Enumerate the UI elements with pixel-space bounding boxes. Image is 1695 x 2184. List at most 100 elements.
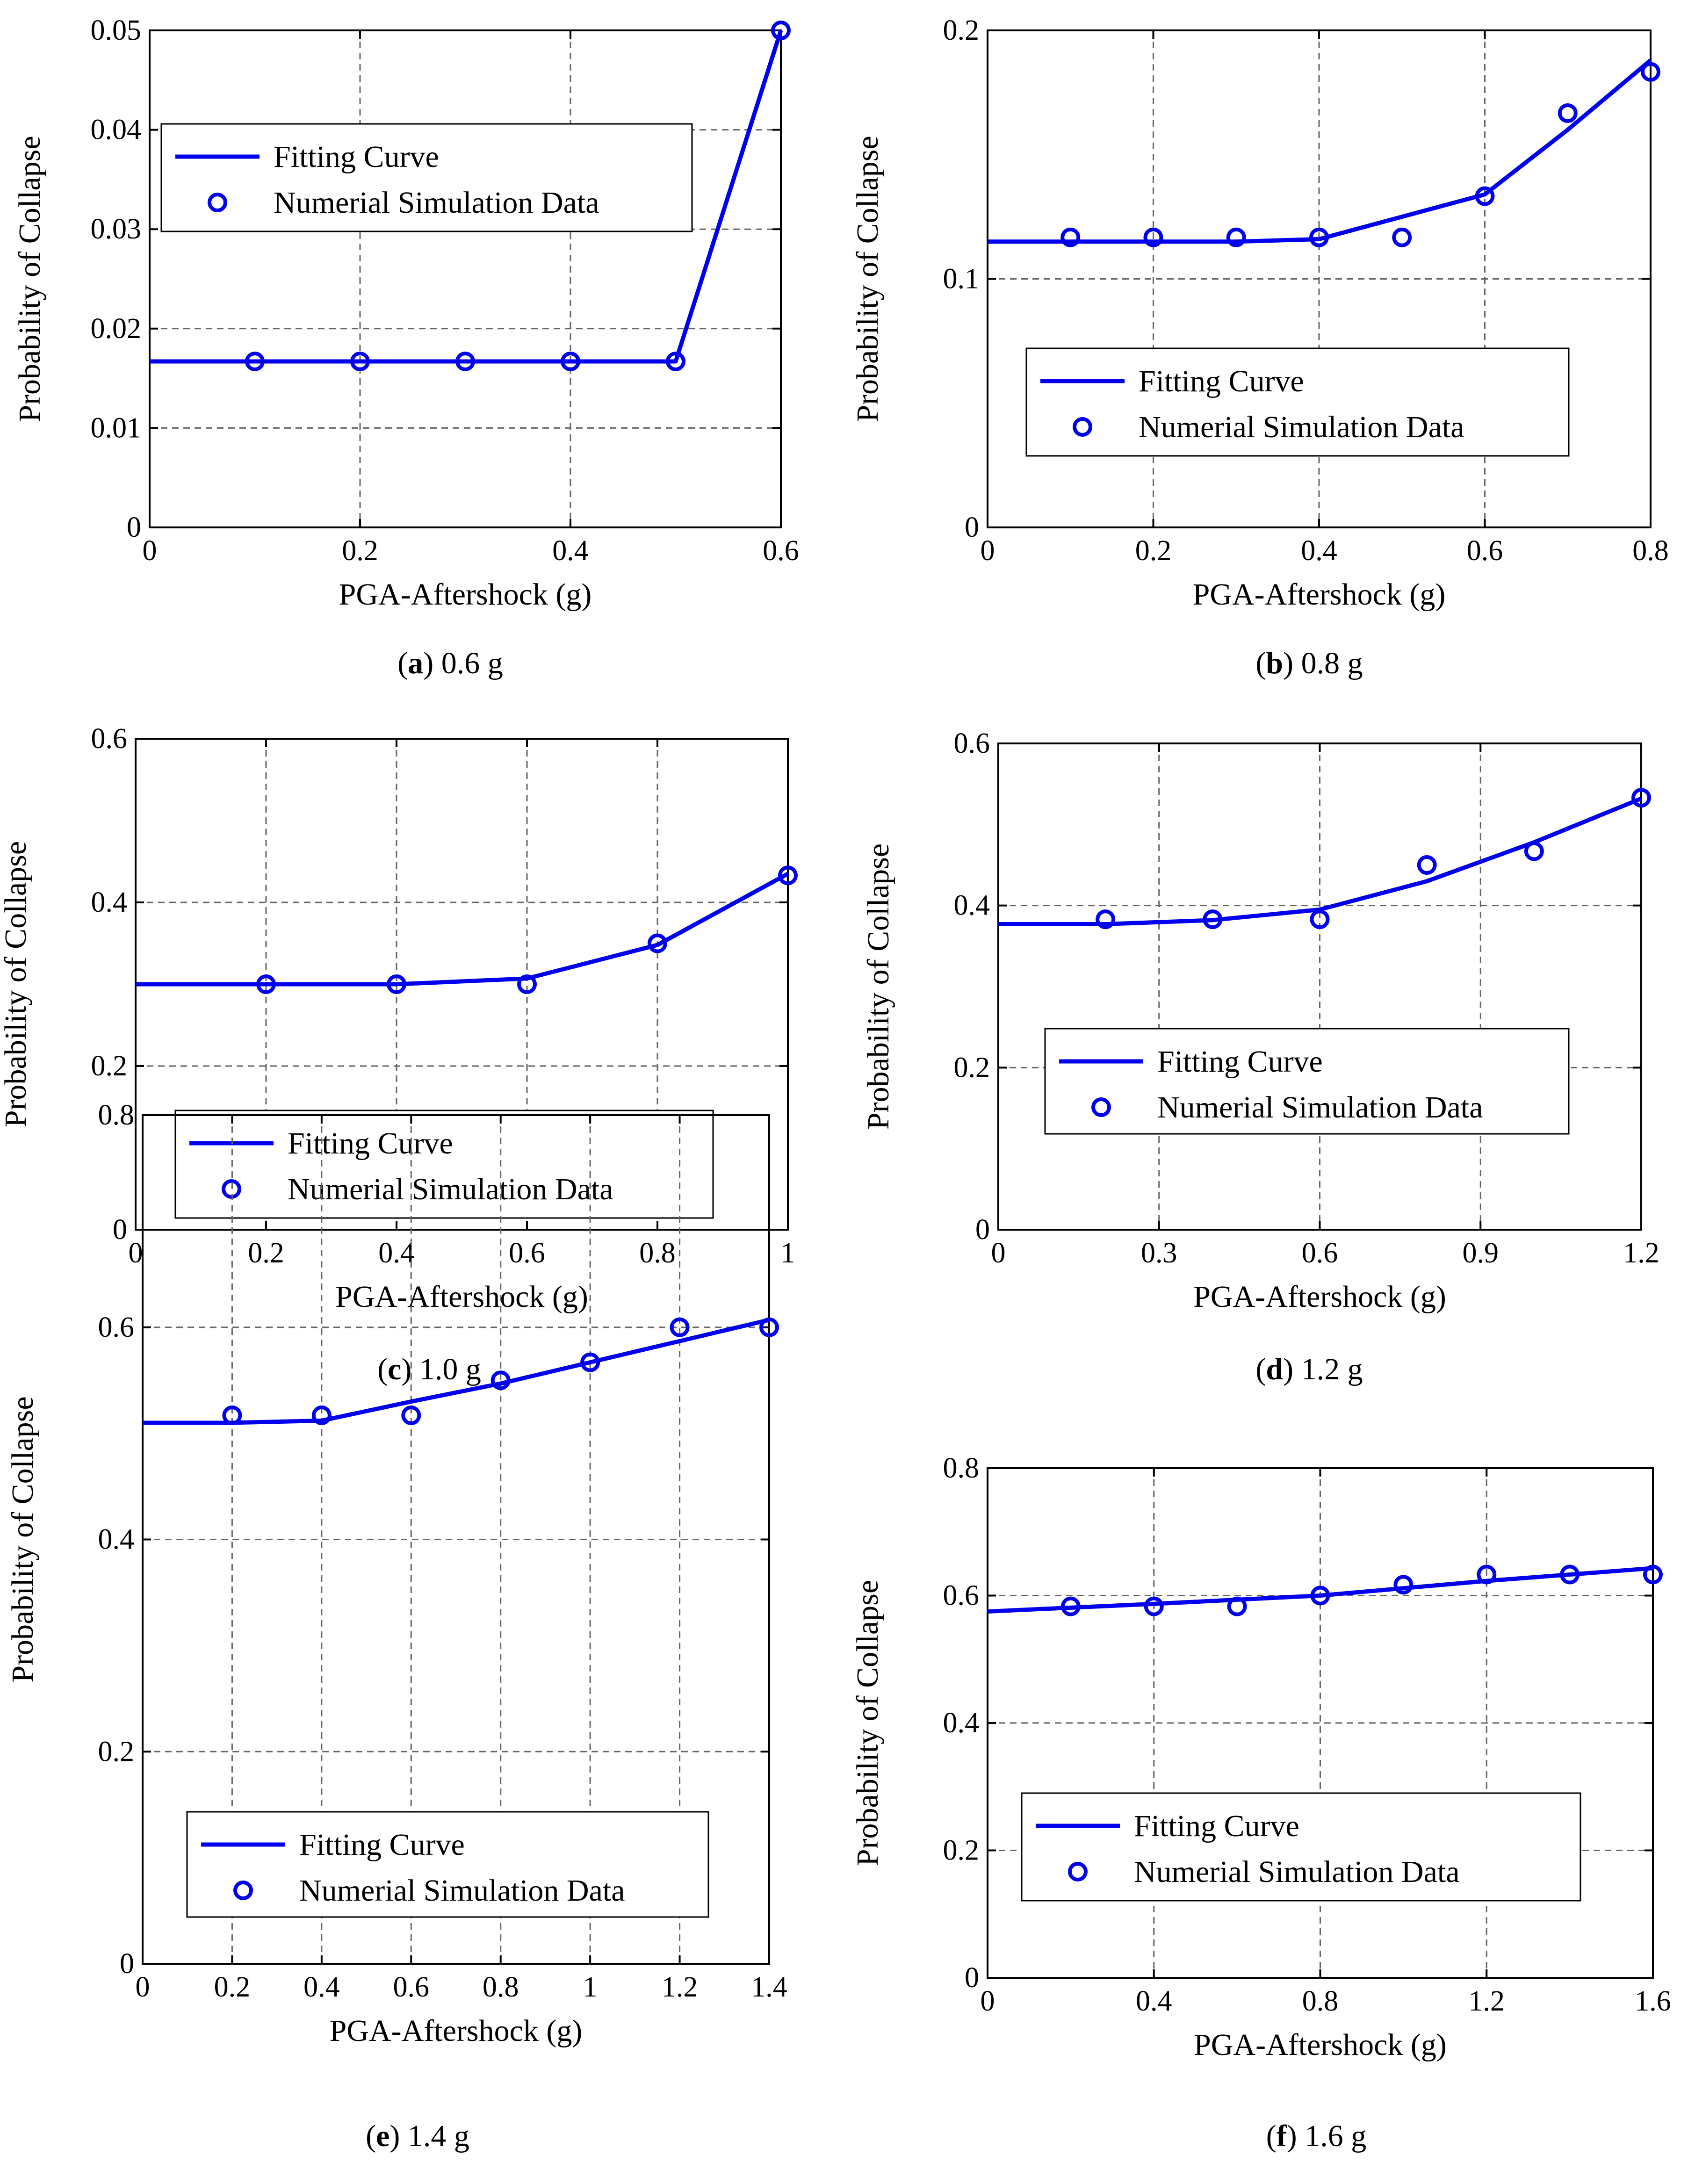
legend-label-data: Numerial Simulation Data [288,1172,613,1206]
y-tick-label: 0.2 [943,14,980,46]
legend-label-fitting: Fitting Curve [299,1828,465,1862]
x-axis-label: PGA-Aftershock (g) [1193,1280,1446,1314]
caption-open: ( [366,2119,376,2153]
legend-label-data: Numerial Simulation Data [1157,1090,1483,1124]
x-tick-label: 0.2 [248,1237,284,1269]
data-point-marker [1309,227,1329,247]
y-tick-label: 0.4 [943,1707,980,1739]
x-tick-label: 1 [583,1971,598,2003]
data-point-marker [256,974,276,994]
chart-panel-a: 0 0.2 0.4 0.6 0 0.01 0.02 0.03 0.04 0.05 PGA-After… [13,14,799,680]
data-point-marker [387,974,406,994]
x-axis-label: PGA-Aftershock (g) [330,2014,583,2048]
y-axis-label: Probability of Collapse [0,841,33,1127]
fitting-curve-line [143,1318,770,1425]
caption-open: ( [377,1352,388,1386]
data-point-marker [1643,1564,1663,1585]
y-tick-label: 0.2 [943,1835,980,1867]
x-tick-label: 0.6 [763,535,799,567]
data-point-marker [1226,227,1246,247]
caption-letter: c [388,1352,401,1386]
panel-caption: (a) 0.6 g [397,646,503,680]
x-tick-label: 0.4 [378,1237,415,1269]
data-point-marker [1631,788,1651,808]
data-point-marker [517,974,537,994]
plot-frame [149,29,782,528]
y-tick-label: 0 [975,1214,990,1246]
caption-rest: ) 0.6 g [423,646,503,680]
data-point-marker [1524,841,1544,861]
x-tick-label: 0.9 [1463,1237,1499,1269]
data-point-marker [1560,1564,1580,1585]
y-axis-label: Probability of Collapse [851,1580,885,1866]
data-point-marker [648,933,667,953]
y-axis-label: Probability of Collapse [6,1396,40,1682]
legend-label-data: Numerial Simulation Data [274,186,599,220]
legend-box [1021,1792,1581,1902]
caption-letter: b [1266,646,1283,680]
y-tick-label: 0.4 [91,887,128,918]
fitting-curve-line [987,1566,1653,1614]
caption-rest: ) 1.0 g [401,1352,481,1386]
caption-open: ( [1255,646,1266,680]
chart-panel-f: 0 0.4 0.8 1.2 1.6 0 0.2 0.4 0.6 0.8 PGA-Aftershock… [851,1452,1671,2153]
legend: Fitting Curve Numerial Simulation Data [174,1110,714,1219]
data-point-marker [401,1406,421,1426]
x-tick-label: 0.6 [1467,535,1503,567]
x-tick-label: 0.4 [1301,535,1337,567]
y-tick-label: 0.2 [98,1736,135,1767]
legend-label-data: Numerial Simulation Data [1139,410,1464,444]
x-tick-label: 0.8 [1632,535,1669,567]
x-tick-label: 0.8 [1302,1985,1339,2017]
data-point-marker [1558,103,1578,123]
data-point-marker [1310,909,1330,930]
data-point-marker [778,865,798,886]
data-point-marker [1227,1596,1247,1616]
x-tick-label: 0.6 [1302,1237,1338,1269]
x-axis-label: PGA-Aftershock (g) [339,577,592,612]
x-tick-label: 1.2 [662,1971,698,2003]
data-point-marker [350,351,370,371]
x-tick-label: 0 [981,535,995,567]
x-tick-label: 0 [991,1237,1006,1269]
x-tick-label: 1.6 [1635,1985,1671,2017]
legend-label-fitting: Fitting Curve [274,140,439,174]
legend-label-fitting: Fitting Curve [288,1126,453,1160]
chart-panel-e: 0 0.2 0.4 0.6 0.8 1 1.2 1.4 0 0.2 0.4 0.6 0.8 PGA-Aft… [6,1099,787,2153]
y-tick-label: 0 [113,1214,127,1246]
data-point-marker [670,1317,690,1337]
fitting-curve-line [988,58,1652,244]
y-tick-label: 0.02 [91,313,142,345]
x-axis-label: PGA-Aftershock (g) [335,1280,588,1314]
data-point-marker [490,1370,511,1391]
y-tick-label: 0.4 [98,1524,135,1556]
y-axis-label: Probability of Collapse [861,843,895,1130]
data-point-marker [1203,909,1223,930]
x-tick-label: 1.2 [1469,1985,1505,2017]
y-tick-label: 0.6 [91,723,128,755]
fitting-curve-line [136,872,789,987]
x-tick-label: 0.2 [342,535,378,567]
y-tick-label: 0.04 [91,114,142,146]
x-tick-label: 0.6 [509,1237,545,1269]
y-tick-label: 0.8 [943,1452,980,1484]
caption-rest: ) 0.8 g [1283,646,1363,680]
data-point-marker [1392,227,1412,247]
x-tick-label: 0.6 [393,1971,430,2003]
x-tick-label: 0.4 [552,535,589,567]
y-axis-label: Probability of Collapse [13,136,47,422]
x-tick-label: 0 [143,535,157,567]
data-point-marker [561,351,580,371]
caption-letter: a [408,646,423,680]
x-axis-label: PGA-Aftershock (g) [1194,2028,1447,2062]
legend-marker-swatch [1068,1862,1088,1881]
data-point-marker [1417,855,1437,875]
x-tick-label: 0.2 [1135,535,1172,567]
legend-label-fitting: Fitting Curve [1157,1045,1323,1079]
y-tick-label: 0.6 [98,1312,135,1343]
data-point-marker [455,351,475,371]
data-point-marker [1060,1596,1081,1616]
data-point-marker [1096,909,1116,930]
panel-caption: (f) 1.6 g [1266,2119,1366,2153]
